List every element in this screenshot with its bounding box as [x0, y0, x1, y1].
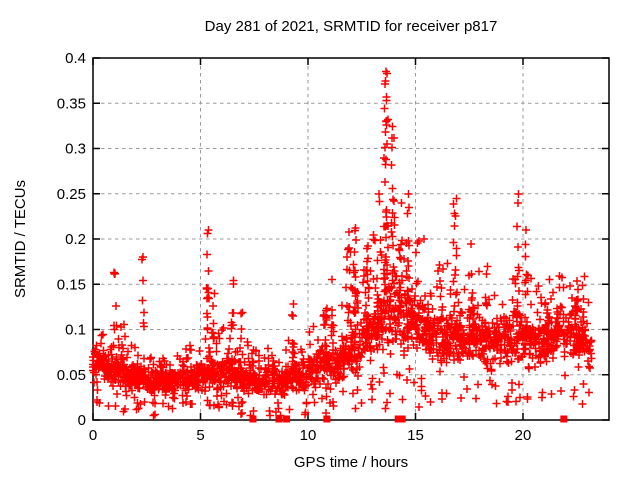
scatter-points [89, 67, 596, 420]
zero-value-marker [394, 415, 402, 423]
y-axis-label: SRMTID / TECUs [12, 180, 29, 298]
y-tick-label: 0.15 [57, 276, 86, 293]
x-axis-label: GPS time / hours [294, 454, 408, 471]
zero-value-marker [323, 415, 331, 423]
zero-value-marker [249, 415, 257, 423]
x-tick-label: 0 [89, 427, 97, 444]
x-tick-label: 15 [407, 427, 424, 444]
y-tick-label: 0.05 [57, 367, 86, 384]
y-tick-label: 0 [78, 412, 86, 429]
zero-value-marker [283, 415, 290, 423]
y-tick-label: 0.3 [65, 141, 86, 158]
zero-value-marker [560, 415, 568, 423]
tick-labels: 0 0.05 0.1 0.15 0.2 0.25 0.3 0.35 0.4 0 5 10 15 20 [57, 50, 532, 444]
y-tick-label: 0.1 [65, 322, 86, 339]
y-tick-label: 0.35 [57, 95, 86, 112]
zero-value-marker [398, 415, 406, 423]
data-points [89, 67, 596, 423]
y-tick-label: 0.25 [57, 186, 86, 203]
axes [92, 57, 610, 421]
x-tick-label: 10 [300, 427, 317, 444]
y-tick-label: 0.2 [65, 231, 86, 248]
chart-title: Day 281 of 2021, SRMTID for receiver p81… [205, 18, 498, 35]
x-tick-label: 5 [196, 427, 204, 444]
y-tick-label: 0.4 [65, 50, 86, 67]
x-tick-label: 20 [515, 427, 532, 444]
zero-value-marker [275, 415, 283, 423]
